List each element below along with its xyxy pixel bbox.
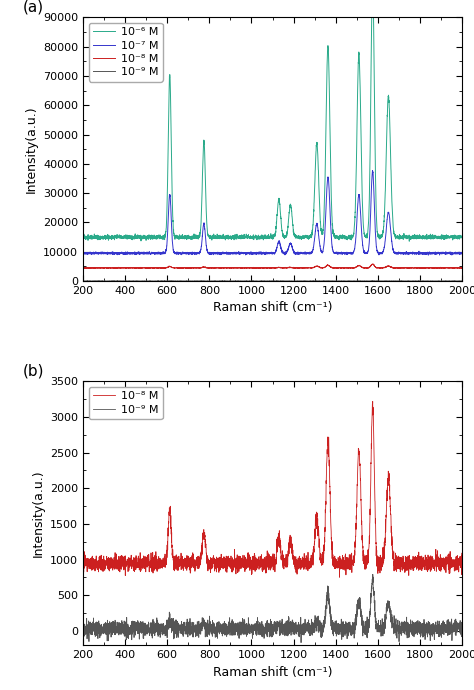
10⁻⁷ M: [426, 251, 431, 259]
10⁻⁶ M: [406, 237, 412, 246]
10⁻⁹ M: [310, 620, 315, 629]
10⁻⁷ M: [459, 249, 465, 257]
10⁻⁹ M: [423, 619, 429, 627]
10⁻⁸ M: [80, 264, 86, 272]
10⁻⁷ M: [316, 234, 322, 242]
10⁻⁹ M: [370, 570, 376, 578]
10⁻⁸ M: [80, 556, 86, 564]
10⁻⁹ M: [161, 277, 167, 285]
10⁻⁷ M: [186, 249, 191, 257]
10⁻⁸ M: [161, 558, 167, 566]
10⁻⁶ M: [161, 233, 167, 241]
10⁻⁸ M: [337, 573, 342, 582]
10⁻⁶ M: [423, 233, 429, 242]
Line: 10⁻⁷ M: 10⁻⁷ M: [83, 170, 462, 255]
10⁻⁹ M: [459, 620, 465, 628]
10⁻⁹ M: [80, 277, 86, 285]
10⁻⁶ M: [310, 226, 315, 235]
Text: (b): (b): [22, 364, 44, 379]
10⁻⁷ M: [310, 248, 315, 256]
10⁻⁸ M: [310, 551, 315, 560]
10⁻⁹ M: [316, 277, 322, 285]
10⁻⁸ M: [370, 397, 375, 406]
10⁻⁹ M: [459, 622, 465, 630]
10⁻⁸ M: [459, 562, 465, 570]
10⁻⁷ M: [423, 249, 429, 257]
10⁻⁷ M: [370, 166, 375, 175]
10⁻⁷ M: [161, 249, 167, 257]
10⁻⁸ M: [459, 549, 465, 557]
10⁻⁸ M: [186, 264, 191, 273]
10⁻⁸ M: [316, 263, 322, 271]
10⁻⁹ M: [80, 618, 86, 627]
Legend: 10⁻⁶ M, 10⁻⁷ M, 10⁻⁸ M, 10⁻⁹ M: 10⁻⁶ M, 10⁻⁷ M, 10⁻⁸ M, 10⁻⁹ M: [89, 23, 163, 81]
10⁻⁶ M: [316, 181, 322, 190]
10⁻⁹ M: [161, 629, 167, 637]
10⁻⁸ M: [423, 555, 429, 564]
10⁻⁹ M: [370, 277, 376, 285]
10⁻⁸ M: [310, 264, 315, 272]
Text: (a): (a): [22, 0, 44, 14]
10⁻⁸ M: [370, 259, 375, 268]
10⁻⁹ M: [459, 277, 465, 285]
10⁻⁹ M: [186, 277, 191, 285]
X-axis label: Raman shift (cm⁻¹): Raman shift (cm⁻¹): [213, 666, 332, 678]
10⁻⁸ M: [161, 264, 167, 273]
10⁻⁸ M: [211, 264, 217, 273]
10⁻⁸ M: [459, 264, 465, 272]
X-axis label: Raman shift (cm⁻¹): Raman shift (cm⁻¹): [213, 302, 332, 315]
10⁻⁸ M: [186, 560, 191, 568]
Y-axis label: Intensity(a.u.): Intensity(a.u.): [24, 106, 37, 193]
10⁻⁹ M: [310, 277, 315, 285]
Line: 10⁻⁸ M: 10⁻⁸ M: [83, 402, 462, 578]
10⁻⁶ M: [459, 234, 465, 242]
10⁻⁸ M: [423, 264, 429, 272]
10⁻⁹ M: [316, 622, 322, 631]
10⁻⁸ M: [316, 530, 322, 538]
Line: 10⁻⁹ M: 10⁻⁹ M: [83, 574, 462, 642]
10⁻⁸ M: [459, 264, 465, 273]
10⁻⁷ M: [459, 249, 465, 257]
10⁻⁹ M: [186, 626, 191, 634]
Line: 10⁻⁸ M: 10⁻⁸ M: [83, 264, 462, 268]
Y-axis label: Intensity(a.u.): Intensity(a.u.): [31, 469, 45, 557]
10⁻⁹ M: [298, 638, 304, 647]
Legend: 10⁻⁸ M, 10⁻⁹ M: 10⁻⁸ M, 10⁻⁹ M: [89, 387, 163, 419]
10⁻⁹ M: [396, 277, 402, 285]
Line: 10⁻⁶ M: 10⁻⁶ M: [83, 0, 462, 241]
10⁻⁹ M: [423, 277, 429, 285]
10⁻⁶ M: [459, 233, 465, 241]
10⁻⁶ M: [186, 235, 191, 243]
10⁻⁶ M: [80, 233, 86, 241]
10⁻⁹ M: [459, 277, 465, 285]
10⁻⁷ M: [80, 250, 86, 258]
